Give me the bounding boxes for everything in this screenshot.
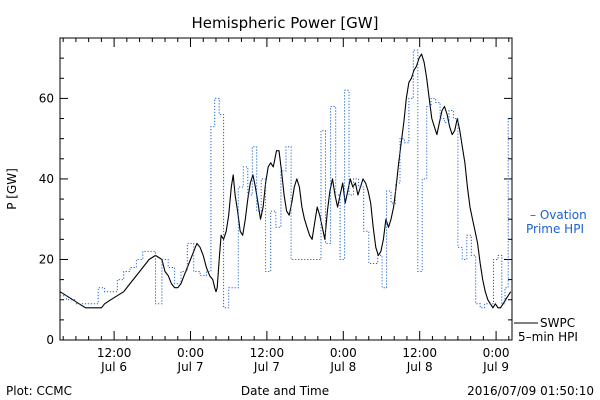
x-tick-label-date: Jul 9	[482, 360, 509, 374]
footer-timestamp: 2016/07/09 01:50:10	[467, 384, 594, 398]
x-tick-label-time: 12:00	[250, 346, 285, 360]
x-tick-label-date: Jul 8	[406, 360, 433, 374]
x-tick-label-time: 12:00	[97, 346, 132, 360]
x-tick-label-date: Jul 7	[177, 360, 204, 374]
chart-title: Hemispheric Power [GW]	[192, 14, 379, 32]
legend-swpc-line2: 5–min HPI	[518, 330, 578, 344]
x-tick-label-time: 12:00	[402, 346, 437, 360]
x-tick-label-date: Jul 6	[100, 360, 127, 374]
legend-swpc-line1: SWPC	[540, 316, 575, 330]
series-layer	[59, 49, 512, 309]
x-tick-label-date: Jul 7	[253, 360, 280, 374]
x-axis-label: Date and Time	[241, 384, 329, 398]
legend-ovation-line1: – Ovation	[530, 208, 587, 222]
y-axis-label: P [GW]	[5, 168, 19, 210]
footer-plot-source: Plot: CCMC	[6, 384, 72, 398]
y-tick-label: 40	[39, 172, 54, 186]
series-ovation-line	[60, 49, 511, 309]
x-tick-label-time: 0:00	[483, 346, 510, 360]
y-tick-label: 0	[46, 333, 54, 347]
x-tick-label-time: 0:00	[330, 346, 357, 360]
series-swpc-line	[59, 53, 512, 309]
y-tick-label: 20	[39, 252, 54, 266]
x-tick-label-date: Jul 8	[329, 360, 356, 374]
plot-frame	[59, 37, 513, 341]
plot-area	[59, 37, 513, 341]
y-axis: 0 20 40 60	[39, 37, 512, 347]
legend-ovation-line2: Prime HPI	[526, 222, 584, 236]
x-tick-label-time: 0:00	[177, 346, 204, 360]
y-tick-label: 60	[39, 91, 54, 105]
